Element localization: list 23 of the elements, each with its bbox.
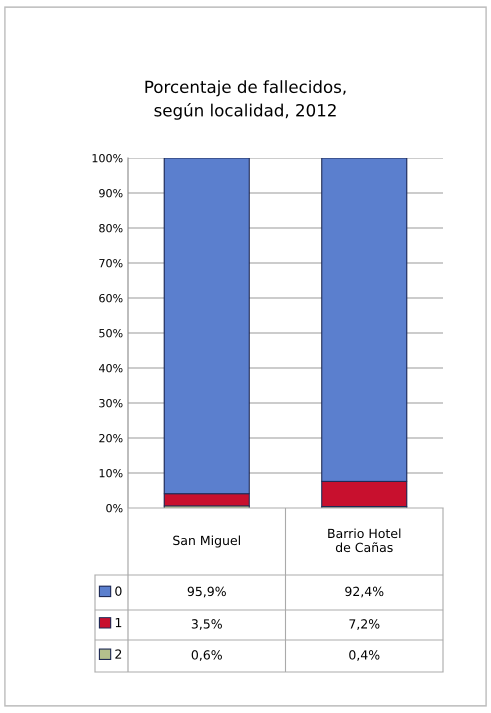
legend-label: 0 [115,586,122,596]
y-tick-label: 20% [99,434,123,442]
y-tick-label: 30% [99,398,123,408]
y-tick-label: 0% [106,504,123,512]
y-tick-label: 70% [99,258,123,268]
y-tick-label: 50% [99,328,123,338]
x-tick-label: Barrio Hotel de Cañas [328,528,400,552]
data-label: 92,4% [345,586,384,598]
data-label: 95,9% [188,586,226,598]
y-tick-label: 10% [100,468,123,478]
data-label: 0,4% [349,650,380,661]
y-tick-label: 40% [98,364,123,372]
y-tick-label: 60% [99,294,123,302]
data-label: 0,6% [192,650,222,661]
y-tick-label: 80% [99,224,123,232]
y-tick-label: 90% [99,188,123,198]
x-tick-label: San Miguel [173,535,240,548]
data-label: 7,2% [349,619,380,630]
legend-label: 1 [116,618,122,628]
data-label: 3,5% [192,619,222,630]
chart-title: Porcentaje de fallecidos, según localidad, 2012 [145,80,346,120]
y-tick-label: 100% [92,154,123,162]
legend-label: 2 [115,649,122,659]
